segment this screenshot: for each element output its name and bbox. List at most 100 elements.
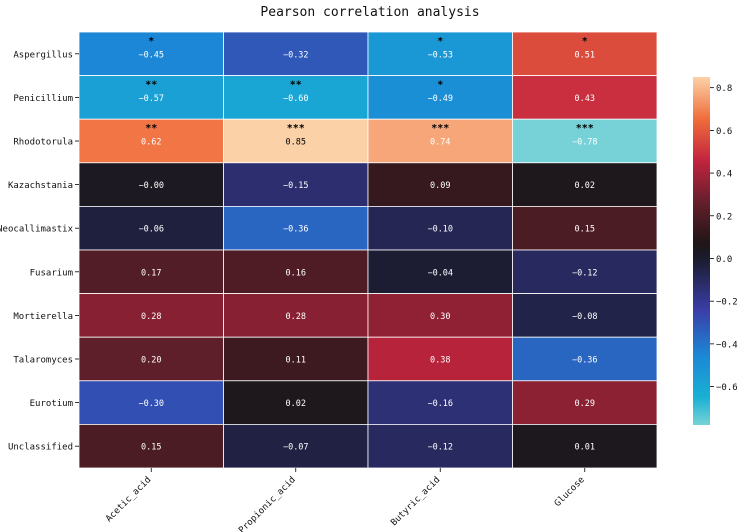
heatmap-cell — [78, 249, 224, 294]
significance-marker: * — [148, 36, 154, 47]
cell-value-label: 0.28 — [141, 312, 161, 322]
heatmap-cell — [78, 31, 224, 76]
colorbar-tick-label: −0.4 — [716, 340, 738, 350]
heatmap-cell — [512, 205, 658, 251]
cell-value-label: −0.07 — [283, 443, 309, 453]
cell-value-label: 0.29 — [575, 399, 595, 409]
heatmap-cell — [223, 205, 369, 251]
cell-value-label: −0.36 — [572, 356, 598, 366]
cell-value-label: −0.78 — [572, 138, 598, 148]
row-label: Unclassified — [8, 443, 73, 453]
heatmap-cells: −0.45 * −0.32 −0.53 * 0.51 * −0.57 ** −0.60 ** −0.4… — [78, 31, 658, 469]
significance-marker: ** — [145, 123, 157, 134]
column-label: Glucose — [553, 475, 587, 509]
row-label: Penicillium — [13, 94, 73, 104]
cell-value-label: 0.15 — [575, 225, 595, 235]
row-label: Fusarium — [30, 268, 73, 278]
heatmap-cell — [512, 162, 658, 207]
colorbar-ticks: −0.6 −0.4 −0.2 0.0 0.2 0.4 0.6 0.8 — [710, 84, 738, 393]
significance-marker: * — [582, 36, 588, 47]
cell-value-label: −0.12 — [572, 268, 598, 278]
colorbar-tick-label: −0.2 — [716, 298, 738, 308]
cell-value-label: −0.60 — [283, 94, 309, 104]
row-label: Mortierella — [13, 312, 73, 322]
heatmap-cell — [367, 249, 513, 294]
cell-value-label: 0.38 — [430, 356, 450, 366]
heatmap-cell — [512, 31, 658, 76]
column-labels: Acetic_acid Propionic_acid Butyric_acid Glu… — [104, 468, 587, 532]
colorbar-tick-label: 0.2 — [716, 212, 732, 222]
cell-value-label: 0.09 — [430, 181, 450, 191]
heatmap-cell — [223, 423, 369, 469]
significance-marker: ** — [290, 80, 302, 91]
colorbar: −0.6 −0.4 −0.2 0.0 0.2 0.4 0.6 0.8 — [693, 77, 738, 425]
cell-value-label: −0.00 — [138, 181, 164, 191]
cell-value-label: 0.62 — [141, 138, 161, 148]
column-label: Butyric_acid — [389, 475, 442, 528]
cell-value-label: 0.28 — [286, 312, 306, 322]
cell-value-label: 0.20 — [141, 356, 161, 366]
heatmap-cell — [78, 423, 224, 469]
significance-marker: * — [437, 36, 443, 47]
cell-value-label: −0.45 — [138, 50, 164, 60]
heatmap-cell — [78, 336, 224, 382]
heatmap-cell — [367, 380, 513, 425]
colorbar-gradient — [693, 77, 710, 425]
cell-value-label: 0.02 — [575, 181, 595, 191]
significance-marker: ** — [145, 80, 157, 91]
heatmap-cell — [223, 118, 369, 164]
heatmap-cell — [512, 380, 658, 425]
significance-marker: *** — [431, 123, 449, 134]
cell-value-label: −0.10 — [427, 225, 453, 235]
heatmap-cell — [367, 31, 513, 76]
cell-value-label: −0.53 — [427, 50, 453, 60]
heatmap-cell — [512, 118, 658, 164]
heatmap-cell — [223, 75, 369, 120]
chart-title: Pearson correlation analysis — [260, 5, 479, 20]
colorbar-tick-label: 0.6 — [716, 127, 732, 137]
row-label: Rhodotorula — [13, 138, 73, 148]
cell-value-label: 0.43 — [575, 94, 595, 104]
row-labels: Aspergillus Penicillium Rhodotorula Kazachs… — [0, 50, 79, 453]
significance-marker: *** — [287, 123, 305, 134]
heatmap-cell — [78, 293, 224, 338]
cell-value-label: −0.16 — [427, 399, 453, 409]
cell-value-label: 0.17 — [141, 268, 161, 278]
colorbar-tick-label: −0.6 — [716, 383, 738, 393]
row-label: Kazachstania — [8, 181, 73, 191]
cell-value-label: 0.85 — [286, 138, 306, 148]
cell-value-label: −0.49 — [427, 94, 453, 104]
cell-value-label: −0.12 — [427, 443, 453, 453]
significance-marker: *** — [576, 123, 594, 134]
cell-value-label: −0.08 — [572, 312, 598, 322]
colorbar-tick-label: 0.8 — [716, 84, 732, 94]
heatmap-cell — [367, 336, 513, 382]
cell-value-label: −0.36 — [283, 225, 309, 235]
cell-value-label: −0.32 — [283, 50, 309, 60]
heatmap-cell — [223, 31, 369, 76]
heatmap-cell — [512, 423, 658, 469]
cell-value-label: 0.15 — [141, 443, 161, 453]
heatmap-cell — [223, 249, 369, 294]
colorbar-tick-label: 0.4 — [716, 170, 732, 180]
heatmap-cell — [512, 75, 658, 120]
heatmap-cell — [367, 423, 513, 469]
cell-value-label: 0.01 — [575, 443, 595, 453]
cell-value-label: 0.51 — [575, 50, 595, 60]
cell-value-label: 0.74 — [430, 138, 450, 148]
heatmap-cell — [223, 162, 369, 207]
heatmap-cell — [78, 162, 224, 207]
colorbar-tick-label: 0.0 — [716, 255, 732, 265]
cell-value-label: 0.11 — [286, 356, 306, 366]
heatmap-cell — [512, 249, 658, 294]
cell-value-label: −0.04 — [427, 268, 453, 278]
cell-value-label: 0.16 — [286, 268, 306, 278]
cell-value-label: 0.02 — [286, 399, 306, 409]
cell-value-label: −0.57 — [138, 94, 164, 104]
row-label: Eurotium — [30, 399, 73, 409]
heatmap-cell — [367, 205, 513, 251]
cell-value-label: −0.15 — [283, 181, 309, 191]
cell-value-label: −0.30 — [138, 399, 164, 409]
row-label: Talaromyces — [13, 356, 73, 366]
